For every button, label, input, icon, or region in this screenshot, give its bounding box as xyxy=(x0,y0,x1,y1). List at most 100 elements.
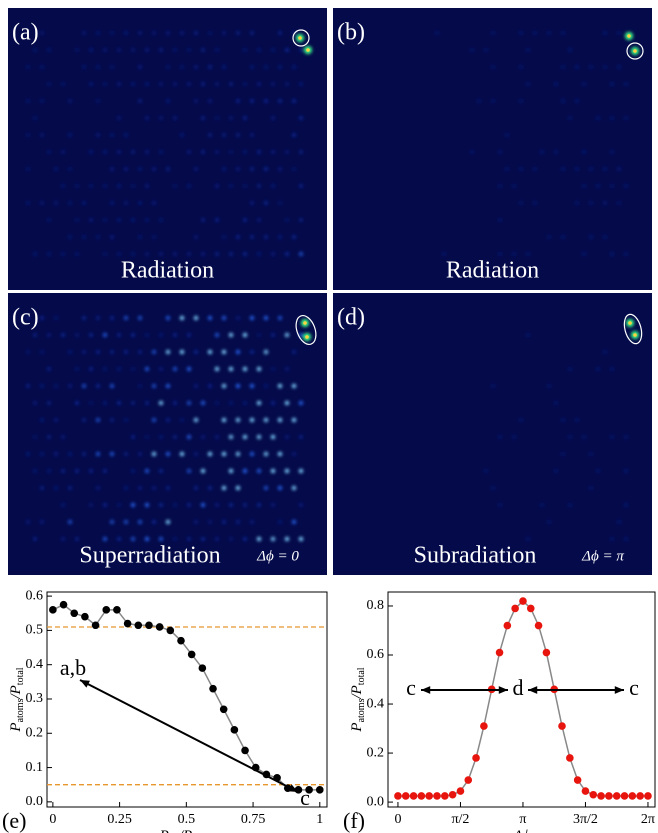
panel-caption: Superradiation xyxy=(79,543,220,569)
speckle xyxy=(525,47,531,53)
speckle xyxy=(137,451,143,457)
speckle xyxy=(144,251,150,257)
speckle xyxy=(256,366,262,372)
speckle xyxy=(151,519,157,525)
speckle xyxy=(490,98,496,104)
speckle xyxy=(291,485,297,491)
speckle xyxy=(39,132,45,138)
highlight-ellipse xyxy=(626,42,644,60)
speckle xyxy=(263,383,269,389)
speckle xyxy=(518,417,524,423)
annotation: d xyxy=(513,675,524,700)
speckle xyxy=(151,234,157,240)
speckle xyxy=(102,332,108,338)
speckle xyxy=(567,434,573,440)
speckle xyxy=(277,200,283,206)
speckle xyxy=(53,200,59,206)
speckle xyxy=(560,98,566,104)
speckles xyxy=(434,30,639,257)
y-tick-label: 0.0 xyxy=(26,794,44,809)
speckle xyxy=(270,115,276,121)
speckle xyxy=(46,400,52,406)
speckle xyxy=(123,451,129,457)
speckle xyxy=(74,47,80,53)
data-point xyxy=(123,619,132,628)
data-point xyxy=(219,705,228,714)
x-tick-label: 3π/2 xyxy=(573,812,598,827)
speckle xyxy=(277,234,283,240)
panel-background xyxy=(8,293,327,575)
speckle xyxy=(609,81,615,87)
speckle xyxy=(102,502,108,508)
speckle xyxy=(116,332,122,338)
speckle xyxy=(284,400,290,406)
speckle xyxy=(214,366,220,372)
highlight-ellipse xyxy=(292,29,310,47)
speckle xyxy=(39,64,45,70)
speckle xyxy=(158,502,164,508)
speckle xyxy=(560,166,566,172)
speckle xyxy=(581,434,587,440)
panel-caption: Radiation xyxy=(446,258,539,284)
speckle xyxy=(588,200,594,206)
speckle xyxy=(74,536,80,542)
speckle xyxy=(263,485,269,491)
speckle xyxy=(623,468,629,474)
speckle xyxy=(39,519,45,525)
speckle xyxy=(602,234,608,240)
speckle xyxy=(186,47,192,53)
speckle xyxy=(109,200,115,206)
x-tick-label: 2π xyxy=(641,812,655,827)
speckle xyxy=(172,183,178,189)
speckle xyxy=(270,251,276,257)
speckle xyxy=(137,200,143,206)
speckle xyxy=(277,315,283,321)
speckle xyxy=(60,332,66,338)
speckle xyxy=(214,149,220,155)
speckle xyxy=(214,400,220,406)
panel-label: (a) xyxy=(12,20,39,46)
speckle xyxy=(490,383,496,389)
speckle xyxy=(221,417,227,423)
speckle xyxy=(60,536,66,542)
speckle xyxy=(581,183,587,189)
speckle xyxy=(242,251,248,257)
speckle xyxy=(256,149,262,155)
speckle xyxy=(553,81,559,87)
speckle xyxy=(228,115,234,121)
speckle xyxy=(490,30,496,36)
speckle xyxy=(39,315,45,321)
speckle xyxy=(165,64,171,70)
speckle xyxy=(32,400,38,406)
speckle xyxy=(123,166,129,172)
speckle xyxy=(60,434,66,440)
speckle xyxy=(553,468,559,474)
speckle xyxy=(221,30,227,36)
speckle xyxy=(518,98,524,104)
speckle xyxy=(249,64,255,70)
speckle xyxy=(74,183,80,189)
spot-core xyxy=(633,333,637,337)
speckle xyxy=(200,468,206,474)
speckle xyxy=(214,536,220,542)
plot-frame xyxy=(46,591,328,808)
data-point xyxy=(409,792,418,800)
data-point xyxy=(597,792,605,800)
speckle xyxy=(53,485,59,491)
speckle xyxy=(214,81,220,87)
speckle xyxy=(102,536,108,542)
speckle xyxy=(81,64,87,70)
speckle xyxy=(270,502,276,508)
speckle xyxy=(25,98,31,104)
speckle xyxy=(221,485,227,491)
speckle xyxy=(130,217,136,223)
speckle xyxy=(249,519,255,525)
speckle xyxy=(525,251,531,257)
speckle xyxy=(130,502,136,508)
speckle xyxy=(32,115,38,121)
speckle xyxy=(602,30,608,36)
data-point xyxy=(636,792,644,800)
speckle xyxy=(123,132,129,138)
speckle xyxy=(67,519,73,525)
speckle xyxy=(88,332,94,338)
